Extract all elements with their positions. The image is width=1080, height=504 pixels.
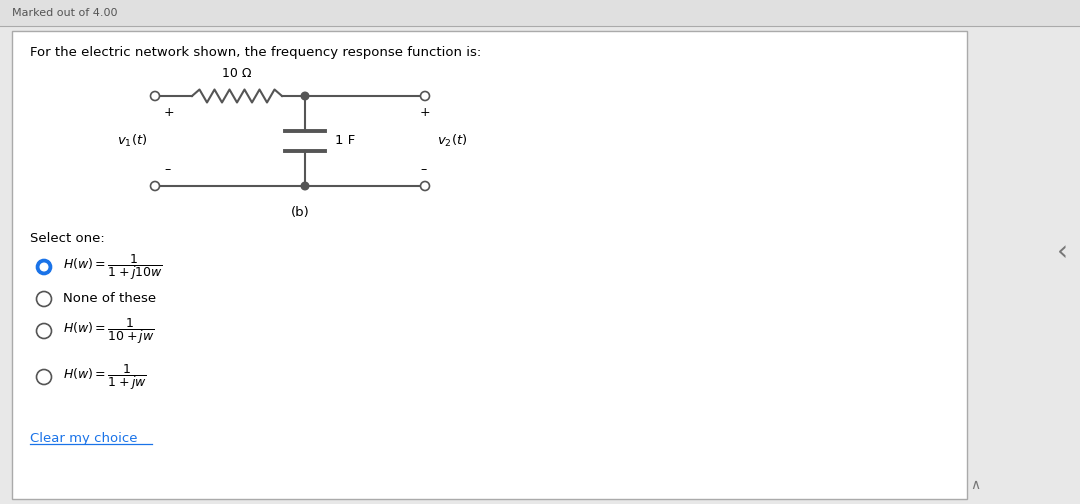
Circle shape [150,92,160,100]
Circle shape [420,181,430,191]
Text: For the electric network shown, the frequency response function is:: For the electric network shown, the freq… [30,46,482,59]
Circle shape [150,181,160,191]
Text: ‹: ‹ [1056,238,1067,266]
Text: 10 Ω: 10 Ω [222,67,252,80]
Circle shape [420,92,430,100]
Circle shape [301,182,309,190]
Text: –: – [420,163,427,176]
Circle shape [301,92,309,100]
Text: $v_1(t)$: $v_1(t)$ [117,133,147,149]
Text: ∧: ∧ [970,478,980,492]
Circle shape [37,324,52,339]
Text: +: + [164,106,175,119]
Circle shape [37,291,52,306]
Text: None of these: None of these [63,292,157,305]
Text: Clear my choice: Clear my choice [30,432,137,445]
Text: $H(w) = \dfrac{1}{1+j10w}$: $H(w) = \dfrac{1}{1+j10w}$ [63,252,163,282]
Text: $H(w) = \dfrac{1}{1+jw}$: $H(w) = \dfrac{1}{1+jw}$ [63,362,147,392]
Text: Marked out of 4.00: Marked out of 4.00 [12,8,118,18]
Circle shape [40,263,48,271]
FancyBboxPatch shape [12,31,967,499]
Text: –: – [164,163,171,176]
Circle shape [37,260,52,275]
Text: 1 F: 1 F [335,135,355,148]
Text: Select one:: Select one: [30,232,105,245]
Text: (b): (b) [291,206,309,219]
Circle shape [37,369,52,385]
Text: $v_2(t)$: $v_2(t)$ [437,133,468,149]
Text: +: + [420,106,431,119]
FancyBboxPatch shape [0,0,1080,26]
Text: $H(w) = \dfrac{1}{10+jw}$: $H(w) = \dfrac{1}{10+jw}$ [63,316,154,346]
